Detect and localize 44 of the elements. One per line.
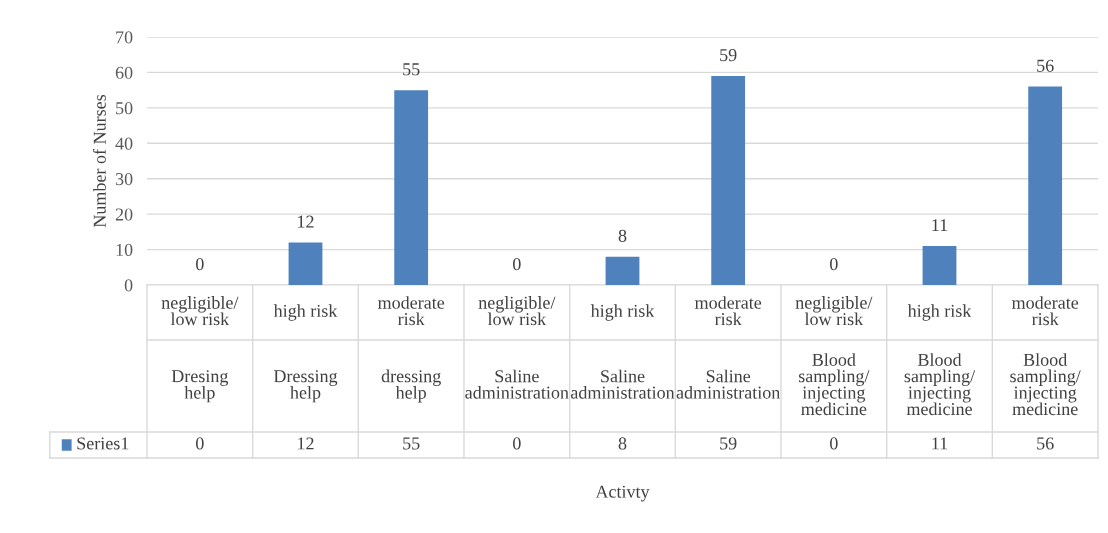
category-label: moderate risk Blood sampling/injecting medicine <box>1010 296 1081 416</box>
text: 0 <box>513 258 521 271</box>
bar <box>605 256 640 285</box>
legend-label: Series1 <box>77 437 129 450</box>
y-tick-label: 30 <box>115 172 133 186</box>
y-tick-label: 50 <box>116 102 133 115</box>
category-label: negligible/low risk Dresing help <box>161 296 239 403</box>
y-tick-label: 10 <box>116 243 133 257</box>
bar <box>1028 86 1063 285</box>
data-label: 56 <box>1037 437 1054 450</box>
y-axis-title: Number of Nurses <box>92 94 106 228</box>
category-label: high risk Dressing help <box>273 304 338 403</box>
text: 0 <box>830 258 838 271</box>
text: 56 <box>1037 59 1054 72</box>
data-label: 55 <box>403 437 420 450</box>
text: Activty <box>595 485 650 502</box>
text: 0 <box>196 258 204 271</box>
data-label: 0 <box>830 437 838 450</box>
text: 12 <box>298 215 314 228</box>
category-label: high risk Blood sampling/injecting medicine <box>904 304 976 416</box>
y-tick-label: 60 <box>115 66 133 79</box>
text: 55 <box>403 63 420 76</box>
data-label: 0 <box>196 437 204 450</box>
data-label: 12 <box>298 437 314 450</box>
bar <box>711 75 746 285</box>
text: 11 <box>932 219 948 232</box>
category-label: high risk Saline administration <box>570 304 675 399</box>
category-label: moderate risk Saline administration <box>676 296 781 399</box>
bar <box>922 246 957 285</box>
text: 59 <box>720 49 737 62</box>
category-label: negligible/low risk Blood sampling/injecting medicine <box>795 296 873 416</box>
bar <box>394 90 429 285</box>
y-tick-label: 40 <box>115 137 133 150</box>
data-label: 11 <box>932 437 948 450</box>
y-tick-label: 0 <box>124 279 133 292</box>
category-label: moderate risk dressing help <box>377 296 445 403</box>
text: 8 <box>618 229 627 242</box>
bar <box>288 242 323 285</box>
y-tick-label: 70 <box>116 31 133 44</box>
category-label: negligible/low risk Saline administration <box>465 296 569 399</box>
data-label: 59 <box>720 437 737 450</box>
data-label: 0 <box>513 437 521 450</box>
y-tick-label: 20 <box>115 208 133 221</box>
data-label: 8 <box>618 437 627 450</box>
